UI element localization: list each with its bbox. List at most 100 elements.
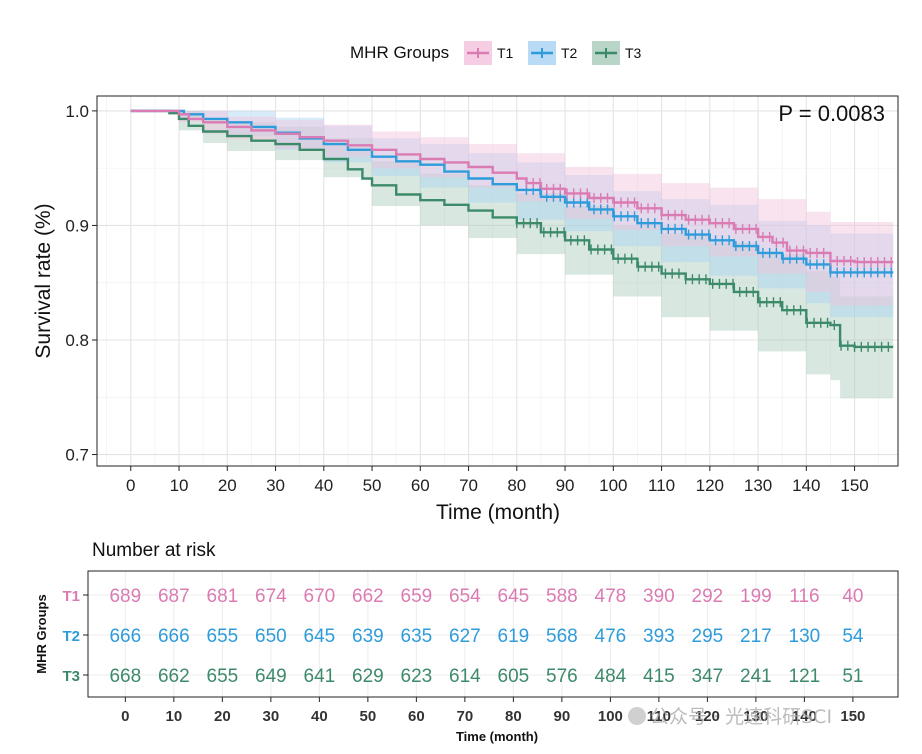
risk-count-t3: 668 [109, 666, 141, 687]
table-x-tick-label: 30 [263, 708, 280, 725]
risk-table-cells: 689 687 681 674 670 662 659 654 645 588 478 390 292 1… [109, 586, 863, 687]
risk-count-t2: 639 [352, 626, 384, 647]
risk-count-t1: 687 [158, 586, 190, 607]
risk-count-t2: 666 [109, 626, 141, 647]
table-x-tick-label: 150 [840, 708, 865, 725]
table-x-tick-label: 20 [214, 708, 231, 725]
risk-count-t2: 635 [401, 626, 433, 647]
x-tick-label: 90 [556, 476, 575, 495]
y-tick-label: 0.8 [65, 331, 89, 350]
survival-curve-t3 [130, 109, 894, 349]
risk-count-t2: 130 [789, 626, 821, 647]
table-x-tick-label: 40 [311, 708, 328, 725]
table-x-tick-label: 120 [695, 708, 720, 725]
row-label-t2: T2 [62, 628, 80, 645]
x-axis: 0 10 20 30 40 50 60 70 80 90 100 110 120 130 140 150 [126, 466, 869, 495]
risk-table-row-labels: T1 T2 T3 [62, 588, 88, 685]
risk-count-t1: 674 [255, 586, 287, 607]
risk-count-t2: 666 [158, 626, 190, 647]
table-x-tick-label: 130 [743, 708, 768, 725]
legend-label-t1: T1 [497, 45, 514, 61]
risk-count-t1: 116 [789, 586, 819, 607]
survival-curve-t1 [130, 109, 894, 264]
risk-table-y-title: MHR Groups [34, 594, 49, 673]
risk-count-t1: 292 [692, 586, 724, 607]
x-tick-label: 70 [459, 476, 478, 495]
risk-count-t3: 484 [595, 666, 627, 687]
km-grid [97, 96, 898, 466]
risk-count-t2: 650 [255, 626, 287, 647]
risk-count-t2: 393 [643, 626, 675, 647]
table-x-tick-label: 80 [505, 708, 522, 725]
risk-count-t1: 199 [740, 586, 772, 607]
y-axis: 0.7 0.8 0.9 1.0 [65, 102, 97, 465]
risk-count-t2: 54 [842, 626, 864, 647]
x-tick-label: 0 [126, 476, 135, 495]
x-tick-label: 50 [363, 476, 382, 495]
risk-count-t1: 681 [207, 586, 239, 607]
risk-count-t2: 627 [449, 626, 481, 647]
risk-table-panel [87, 570, 899, 698]
risk-count-t2: 655 [207, 626, 239, 647]
risk-count-t1: 659 [401, 586, 433, 607]
risk-count-t3: 605 [498, 666, 530, 687]
row-label-t1: T1 [62, 588, 80, 605]
x-tick-label: 140 [792, 476, 820, 495]
table-x-tick-label: 50 [360, 708, 377, 725]
x-tick-label: 40 [314, 476, 333, 495]
risk-count-t1: 689 [109, 586, 141, 607]
y-tick-label: 0.9 [65, 216, 89, 235]
risk-count-t1: 662 [352, 586, 384, 607]
table-x-tick-label: 60 [408, 708, 425, 725]
risk-count-t3: 662 [158, 666, 190, 687]
x-tick-label: 130 [744, 476, 772, 495]
risk-count-t2: 476 [595, 626, 627, 647]
table-x-tick-label: 110 [647, 708, 671, 725]
risk-count-t3: 347 [692, 666, 724, 687]
table-x-tick-label: 90 [554, 708, 571, 725]
risk-count-t2: 295 [692, 626, 724, 647]
x-tick-label: 30 [266, 476, 285, 495]
risk-count-t1: 40 [842, 586, 863, 607]
risk-count-t3: 576 [546, 666, 578, 687]
risk-count-t3: 241 [740, 666, 772, 687]
censor-marks [516, 178, 892, 352]
risk-count-t3: 121 [789, 666, 821, 687]
table-x-tick-label: 70 [457, 708, 474, 725]
risk-count-t3: 641 [304, 666, 336, 687]
risk-count-t2: 645 [304, 626, 336, 647]
risk-count-t2: 217 [740, 626, 772, 647]
table-x-tick-label: 10 [166, 708, 183, 725]
y-tick-label: 1.0 [65, 102, 89, 121]
watermark: 公众号 · 光速科研SCI [628, 702, 832, 729]
legend-title: MHR Groups [350, 43, 449, 62]
risk-table-x-axis: 0 10 20 30 40 50 60 70 80 90 100 110 120 130 140 150 [121, 697, 865, 725]
risk-count-t3: 629 [352, 666, 384, 687]
legend-label-t2: T2 [561, 45, 578, 61]
y-axis-title: Survival rate (%) [32, 203, 55, 358]
risk-count-t2: 568 [546, 626, 578, 647]
km-panel [96, 95, 899, 467]
x-tick-label: 20 [218, 476, 237, 495]
risk-count-t1: 654 [449, 586, 481, 607]
risk-count-t3: 415 [643, 666, 675, 687]
table-x-tick-label: 0 [121, 708, 129, 725]
table-x-tick-label: 140 [792, 708, 817, 725]
risk-count-t1: 588 [546, 586, 578, 607]
ci-band-t3 [130, 110, 894, 399]
risk-count-t3: 614 [449, 666, 481, 687]
risk-count-t2: 619 [498, 626, 530, 647]
risk-count-t1: 478 [595, 586, 627, 607]
survival-curves [130, 109, 894, 349]
x-tick-label: 110 [648, 476, 675, 495]
risk-count-t3: 51 [842, 666, 863, 687]
wechat-icon [628, 707, 646, 725]
risk-count-t1: 390 [643, 586, 675, 607]
y-tick-label: 0.7 [65, 446, 89, 465]
watermark-text: 公众号 · 光速科研SCI [650, 706, 833, 728]
table-x-tick-label: 100 [598, 708, 623, 725]
x-tick-label: 150 [840, 476, 868, 495]
ci-band-t2 [130, 110, 894, 318]
legend-label-t3: T3 [625, 45, 642, 61]
